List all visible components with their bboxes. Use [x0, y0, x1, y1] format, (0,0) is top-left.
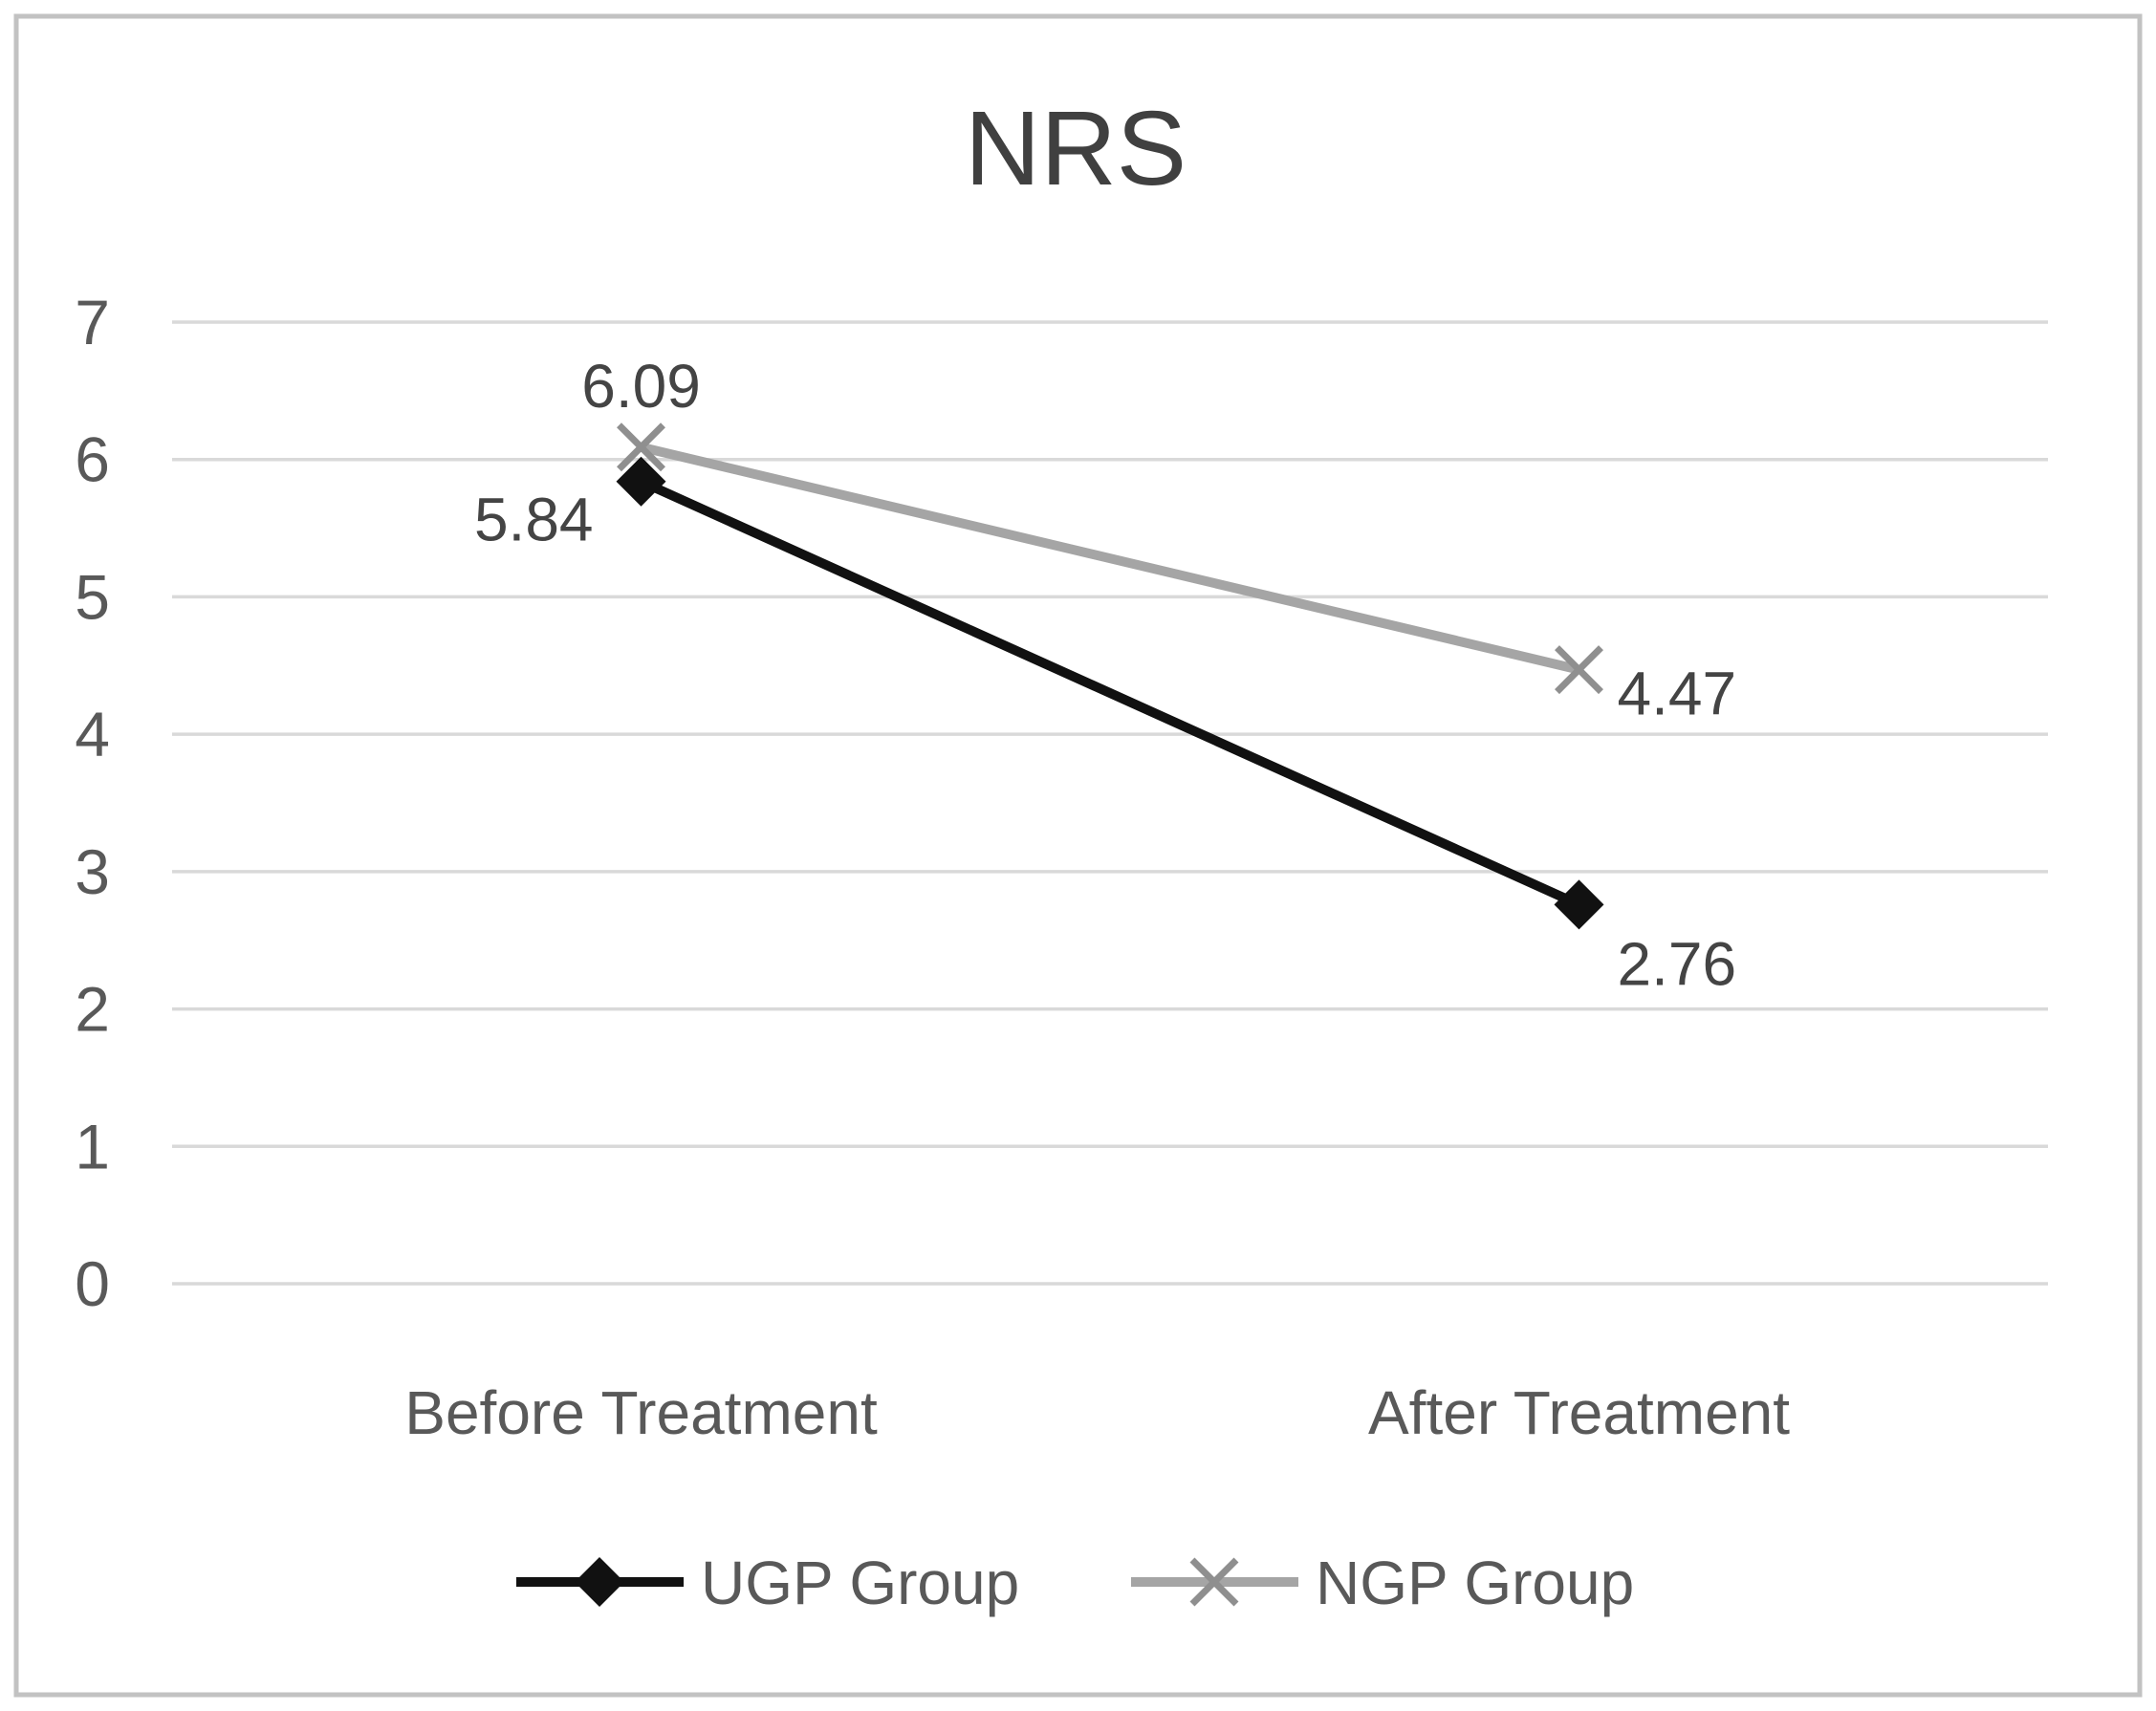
series-line-ngp-group	[640, 442, 1580, 675]
x-axis-category-label: After Treatment	[1368, 1378, 1790, 1447]
y-axis-tick-label: 4	[75, 699, 110, 769]
x-marker-ngp-group	[617, 422, 665, 472]
data-label: 6.09	[581, 352, 701, 421]
y-axis-tick-label: 3	[75, 836, 110, 907]
data-label: 4.47	[1618, 660, 1737, 728]
legend-diamond-marker	[575, 1557, 624, 1607]
diamond-marker-ugp-group	[616, 456, 666, 507]
y-axis-tick-label: 7	[75, 287, 110, 357]
chart-title: NRS	[965, 90, 1187, 207]
y-axis-tick-label: 0	[75, 1248, 110, 1319]
y-axis-tick-label: 5	[75, 561, 110, 632]
legend-label: NGP Group	[1316, 1549, 1634, 1617]
chart-frame-border	[13, 13, 2143, 1698]
data-label: 5.84	[474, 486, 594, 554]
y-axis-tick-label: 2	[75, 974, 110, 1045]
legend-x-marker	[1189, 1557, 1239, 1607]
diamond-marker-ugp-group	[1554, 879, 1604, 930]
series-line-ugp-group	[639, 477, 1581, 909]
x-axis-category-label: Before Treatment	[404, 1378, 878, 1447]
y-axis-tick-label: 6	[75, 424, 110, 495]
data-label: 2.76	[1618, 929, 1737, 998]
x-marker-ngp-group	[1555, 645, 1603, 695]
y-axis-tick-label: 1	[75, 1111, 110, 1181]
legend-label: UGP Group	[701, 1549, 1019, 1617]
